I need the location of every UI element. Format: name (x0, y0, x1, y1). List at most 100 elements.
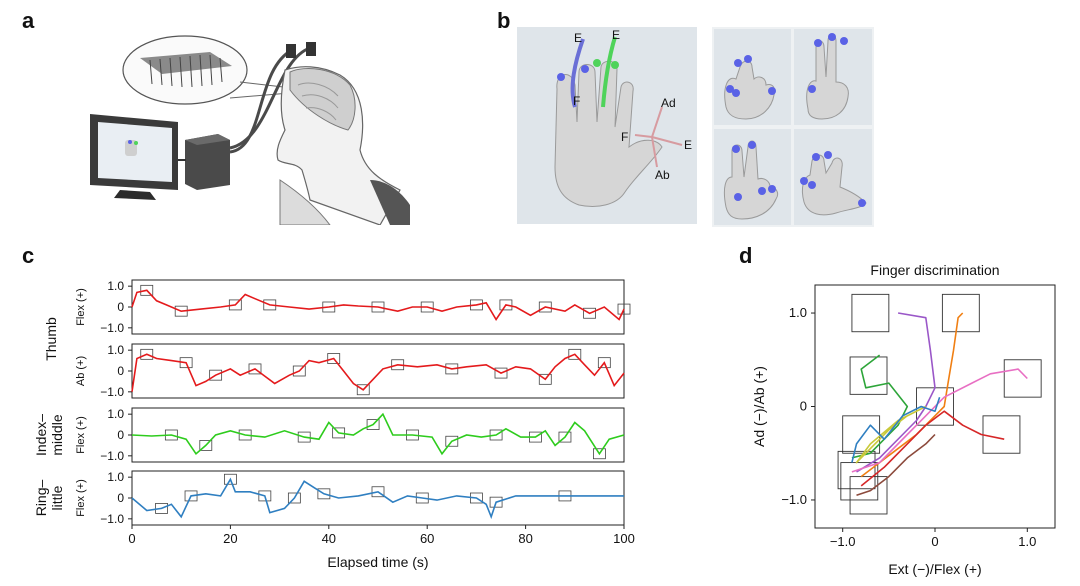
hand-label-f-purple: F (573, 94, 580, 108)
trace-line-4 (131, 477, 624, 520)
row-group-line: middle (49, 414, 65, 455)
target-box (223, 473, 237, 485)
xtick-label: 20 (223, 531, 237, 546)
participant-figure (276, 66, 410, 225)
row-group-label-3: Ring–little (33, 480, 65, 517)
ytick-label: 1.0 (789, 305, 807, 320)
target-box (292, 365, 306, 377)
target-box (248, 363, 262, 375)
target-box (332, 427, 346, 439)
xtick-label: 40 (322, 531, 336, 546)
xtick-label: 0 (128, 531, 135, 546)
ytick-label: 1.0 (107, 343, 124, 357)
subplot-frame-3 (131, 407, 625, 463)
panel-a-illustration (90, 35, 410, 225)
target-box (445, 435, 459, 447)
row-group-label-1: Thumb (43, 317, 59, 361)
ytick-label: 0 (800, 399, 807, 414)
hand-label-e-green: E (612, 28, 620, 42)
ytick-label: 1.0 (107, 407, 124, 421)
ytick-label: −1.0 (100, 512, 124, 526)
target-box (499, 299, 513, 311)
xtick-label: 80 (518, 531, 532, 546)
x-axis-label: Elapsed time (s) (327, 554, 428, 570)
trace-line-2 (131, 353, 625, 392)
target-box (568, 348, 582, 360)
target-box (558, 431, 572, 443)
ytick-label: 1.0 (107, 470, 124, 484)
target-box (982, 415, 1021, 454)
target-box (184, 490, 198, 502)
target-box (1003, 359, 1042, 398)
ytick-label: −1.0 (100, 385, 124, 399)
panel-c-chart: 1.0 0 −1.0 Flex (+) 1.0 0 −1.0 Ab (+) 1.0 0 −1.0 Fl… (33, 279, 635, 570)
y-axis-label: Ad (−)/Ab (+) (751, 366, 767, 447)
xtick-label: 0 (931, 534, 938, 549)
target-box (140, 348, 154, 360)
target-box (849, 476, 888, 515)
target-box (849, 356, 888, 395)
subplot-frame-2 (131, 343, 625, 399)
subplot-frame-4 (131, 470, 625, 526)
panel-label-b: b (497, 8, 511, 33)
row-group-line: Thumb (43, 317, 59, 361)
target-box (209, 369, 223, 381)
hand-label-ad: Ad (661, 96, 676, 110)
ytick-label: 1.0 (107, 279, 124, 293)
trajectory-pink (851, 368, 1028, 473)
target-box (155, 503, 168, 514)
computer-monitor (90, 114, 178, 200)
target-box (840, 462, 879, 501)
ytick-label: 0 (117, 300, 124, 314)
x-axis-label: Ext (−)/Flex (+) (888, 561, 981, 577)
trajectory-brown (856, 433, 936, 497)
target-box (489, 496, 503, 508)
trajectory-blue (851, 396, 941, 463)
xtick-label: −1.0 (830, 534, 856, 549)
chart-title: Finger discrimination (870, 262, 999, 278)
target-box (371, 486, 385, 498)
target-box (583, 307, 596, 319)
target-box (287, 492, 301, 504)
pose-tile-1 (714, 29, 791, 125)
hand-label-e-purple: E (574, 31, 582, 45)
panel-b-pose-grid (712, 27, 874, 227)
target-box (297, 431, 311, 443)
electrode-array-bubble (122, 35, 293, 105)
pose-tile-4 (794, 129, 872, 225)
target-box (327, 353, 341, 364)
target-box (258, 490, 272, 502)
panel-label-d: d (739, 243, 753, 268)
xtick-label: 100 (613, 531, 635, 546)
target-box (837, 450, 876, 490)
target-box (617, 303, 631, 315)
ytick-label: 0 (117, 364, 124, 378)
pose-tile-3 (714, 129, 791, 225)
trace-line-3 (131, 412, 625, 456)
target-box (593, 448, 606, 460)
ytick-label: 0 (117, 491, 124, 505)
computer-tower (178, 134, 230, 190)
trace-line-1 (131, 289, 625, 321)
hand-label-e-thumb: E (684, 138, 692, 152)
xtick-label: 60 (420, 531, 434, 546)
target-box (842, 415, 881, 454)
row-group-line: little (49, 485, 65, 510)
panel-b-main-hand: E F E Ad F E Ab (517, 27, 697, 224)
target-box (140, 284, 154, 296)
row-group-line: Ring– (33, 480, 49, 517)
target-box (941, 293, 980, 333)
target-box (228, 299, 242, 311)
hand-label-ab: Ab (655, 168, 670, 182)
target-box (356, 384, 370, 396)
target-box (317, 488, 331, 500)
ytick-label: −1.0 (100, 321, 124, 335)
trajectory-orange (860, 312, 964, 478)
target-box (538, 301, 552, 313)
row-ylabel-2: Ab (+) (75, 356, 87, 386)
ytick-label: −1.0 (781, 492, 807, 507)
target-box (538, 373, 552, 385)
ytick-label: 0 (117, 428, 124, 442)
pose-tile-2 (794, 29, 872, 125)
target-box (179, 357, 193, 369)
